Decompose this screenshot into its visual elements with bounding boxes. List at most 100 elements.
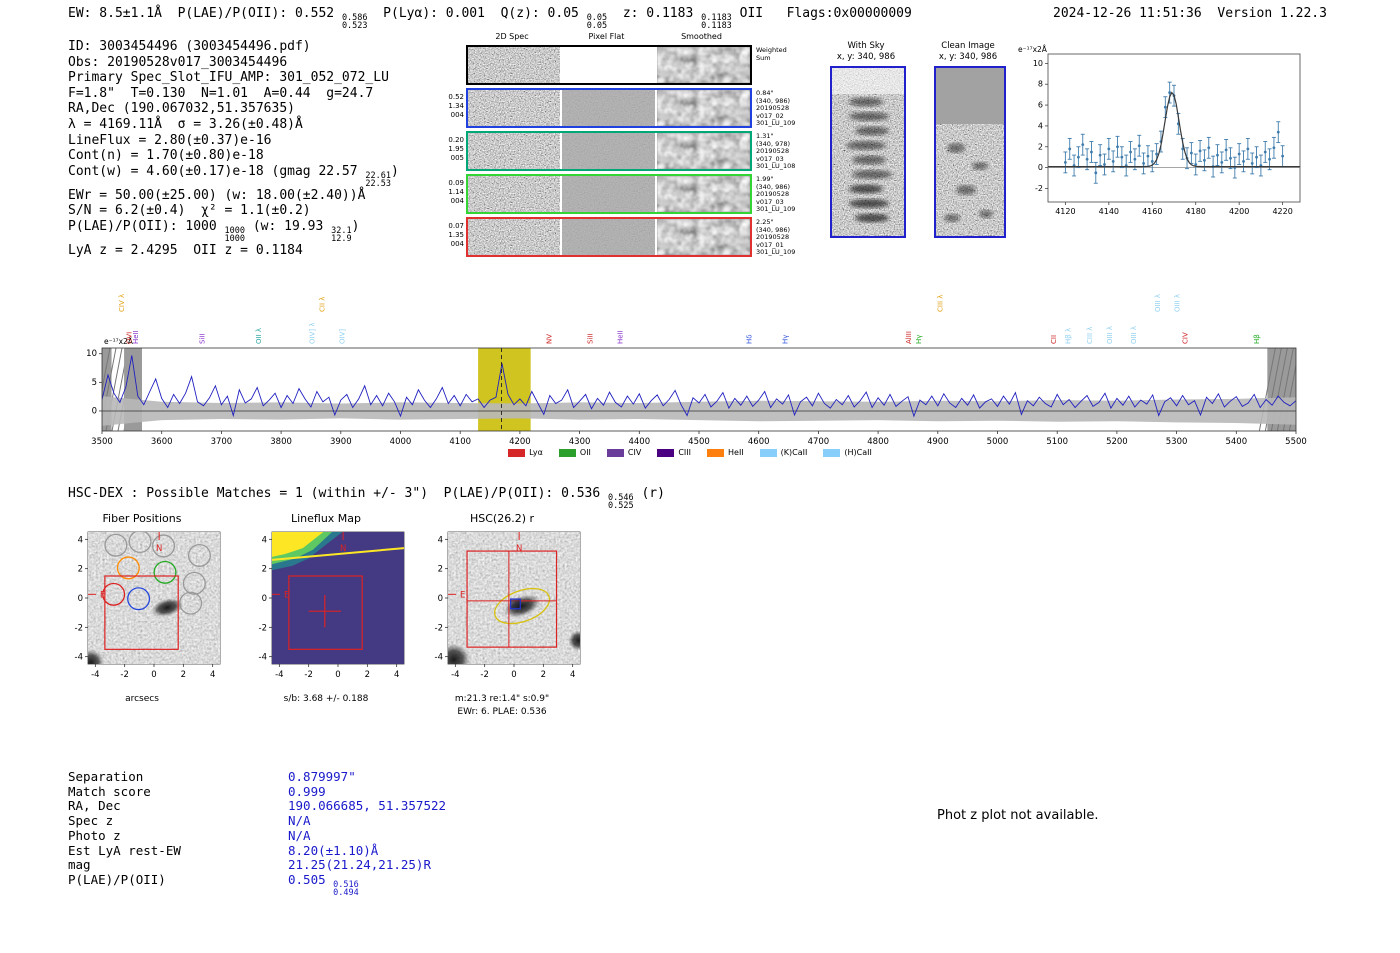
match-table-label: Match score (68, 783, 151, 799)
svg-text:CII: CII (1050, 335, 1058, 344)
svg-text:5400: 5400 (1225, 437, 1247, 446)
text-segment: HSC-DEX : Possible Matches = 1 (within +… (68, 486, 609, 501)
match-table-value: 0.505 0.516 0.494 (288, 872, 359, 898)
svg-text:4: 4 (262, 535, 267, 545)
spec2d-row-right-labels: 1.99" (340, 986) 20190528 v017_03 301_LU_109 (756, 175, 826, 214)
svg-text:-2: -2 (120, 670, 128, 680)
match-table-row: RA, Dec 190.066685, 51.357522 (68, 799, 446, 814)
match-table-value: 0.879997" (288, 769, 356, 785)
svg-text:5500: 5500 (1285, 437, 1307, 446)
detection-info-line: LyA z = 2.4295 OII z = 0.1184 (68, 243, 399, 259)
svg-text:2: 2 (262, 565, 267, 575)
spec2d-right-value: 20190528 (756, 233, 790, 242)
legend-item: OII (558, 448, 591, 457)
detection-info-line: λ = 4169.11Å σ = 3.26(±0.48)Å (68, 117, 399, 133)
spec2d-rows: Weighted Sum 0.52 1.34 004 0.84" (340, 986) 201… (448, 45, 795, 260)
svg-text:5: 5 (92, 378, 97, 388)
legend-label: Lyα (529, 448, 543, 457)
svg-text:5300: 5300 (1166, 437, 1188, 446)
svg-text:4: 4 (394, 670, 399, 680)
match-table-row: mag 21.25(21.24,21.25)R (68, 857, 446, 873)
spec2d-row-right-labels: 1.31" (340, 978) 20190528 v017_03 301_LU_108 (756, 132, 826, 171)
with-sky-panel (830, 66, 906, 238)
svg-text:-2: -2 (75, 623, 83, 633)
svg-text:10: 10 (1033, 59, 1043, 68)
svg-text:Hβ: Hβ (1253, 334, 1261, 344)
svg-text:4180: 4180 (1186, 207, 1206, 216)
svg-text:3700: 3700 (211, 437, 233, 446)
svg-text:e⁻¹⁷x2Å: e⁻¹⁷x2Å (104, 337, 134, 346)
text-segment: 0.999 (288, 783, 326, 799)
stacked-fraction: 0.516 0.494 (333, 879, 359, 898)
with-sky-coords: x, y: 340, 986 (836, 52, 896, 62)
svg-text:OIII λ: OIII λ (1174, 294, 1182, 312)
svg-text:HeII: HeII (132, 330, 140, 344)
match-table-value: 21.25(21.24,21.25)R (288, 857, 431, 873)
clean-image-title: Clean Image (941, 41, 995, 51)
text-segment: z: 0.1183 (607, 6, 702, 21)
photz-note: Phot z plot not available. (937, 808, 1099, 823)
text-segment: ) (391, 163, 399, 179)
svg-text:4: 4 (438, 535, 443, 545)
svg-text:OII λ: OII λ (255, 328, 263, 344)
match-table-label: P(LAE)/P(OII) (68, 871, 166, 887)
text-segment: 21.25(21.24,21.25)R (288, 857, 431, 873)
svg-text:-4: -4 (259, 653, 267, 663)
legend-swatch (558, 448, 576, 457)
svg-text:4900: 4900 (927, 437, 949, 446)
stacked-fraction: 0.05 0.05 (586, 13, 608, 31)
text-segment: 0.879997" (288, 769, 356, 784)
text-segment: P(LAE)/P(OII): 1000 (68, 218, 225, 234)
spec2d-strip-2dspec (468, 47, 560, 83)
svg-text:Hγ: Hγ (781, 335, 789, 344)
svg-text:3900: 3900 (330, 437, 352, 446)
text-segment: Obs: 20190528v017_3003454496 (68, 54, 288, 70)
legend-label: CIII (678, 448, 691, 457)
svg-text:OIV]: OIV] (338, 329, 346, 344)
svg-text:-4: -4 (435, 653, 443, 663)
hsc-cutout-xlabel: m:21.3 re:1.4" s:0.9" (454, 694, 550, 704)
spec2d-right-value: Sum (756, 53, 771, 62)
match-table-row: Spec z N/A (68, 813, 446, 829)
svg-text:8: 8 (1038, 80, 1043, 89)
match-table-label: Est LyA rest-EW (68, 842, 181, 858)
stacked-fraction: 0.1183 0.1183 (701, 13, 732, 31)
spec2d-right-value: (340, 978) (756, 139, 791, 148)
spec2d-strip-2dspec (468, 219, 560, 255)
text-segment: RA,Dec (190.067032,51.357635) (68, 101, 295, 117)
report-datetime-version: 2024-12-26 11:51:36 Version 1.22.3 (1053, 6, 1327, 21)
spec2d-right-value: 0.84" (756, 89, 774, 97)
col-header-smoothed: Smoothed (681, 32, 722, 41)
svg-text:2: 2 (1038, 142, 1043, 151)
spec2d-right-value: 20190528 (756, 104, 790, 113)
spec2d-right-value: 301_LU_108 (756, 162, 796, 171)
svg-text:-4: -4 (91, 670, 99, 680)
spec2d-row: 0.52 1.34 004 0.84" (340, 986) 20190528 v017_0… (448, 88, 795, 128)
line-fit-plot: -2 0 2 4 6 8 10 4120 4140 4160 4180 4200 4220 e⁻¹⁷x2Å (1018, 45, 1301, 216)
svg-text:6: 6 (1038, 101, 1043, 110)
svg-text:2: 2 (78, 565, 83, 575)
detection-info-line: EWr = 50.00(±25.00) (w: 18.00(±2.40))Å (68, 188, 399, 204)
svg-text:CIV λ: CIV λ (118, 294, 126, 312)
svg-text:E: E (460, 590, 465, 600)
spec2d-right-value: v017_02 (756, 111, 784, 120)
svg-text:4140: 4140 (1099, 207, 1119, 216)
svg-text:Hγ: Hγ (915, 335, 923, 344)
svg-text:NV: NV (546, 334, 554, 344)
match-table-label: mag (68, 857, 91, 873)
spec2d-right-value: 1.99" (756, 175, 774, 183)
col-header-pixelflat: Pixel Flat (588, 32, 625, 41)
text-segment: Cont(w) = 4.60(±0.17)e-18 (gmag 22.57 (68, 163, 366, 179)
match-table-label: RA, Dec (68, 798, 121, 814)
legend-label: CIV (627, 448, 642, 457)
spec2d-right-value: 301_LU_109 (756, 248, 796, 257)
text-segment: LyA z = 2.4295 OII z = 0.1184 (68, 242, 303, 258)
svg-text:4: 4 (570, 670, 575, 680)
svg-text:4160: 4160 (1142, 207, 1162, 216)
svg-text:2: 2 (365, 670, 370, 680)
svg-text:10: 10 (86, 349, 97, 359)
match-table-value: 8.20(±1.10)Å (288, 843, 378, 859)
spec2d-strip-pixelflat (562, 47, 655, 83)
clean-image-coords: x, y: 340, 986 (938, 52, 998, 62)
svg-text:4400: 4400 (628, 437, 650, 446)
